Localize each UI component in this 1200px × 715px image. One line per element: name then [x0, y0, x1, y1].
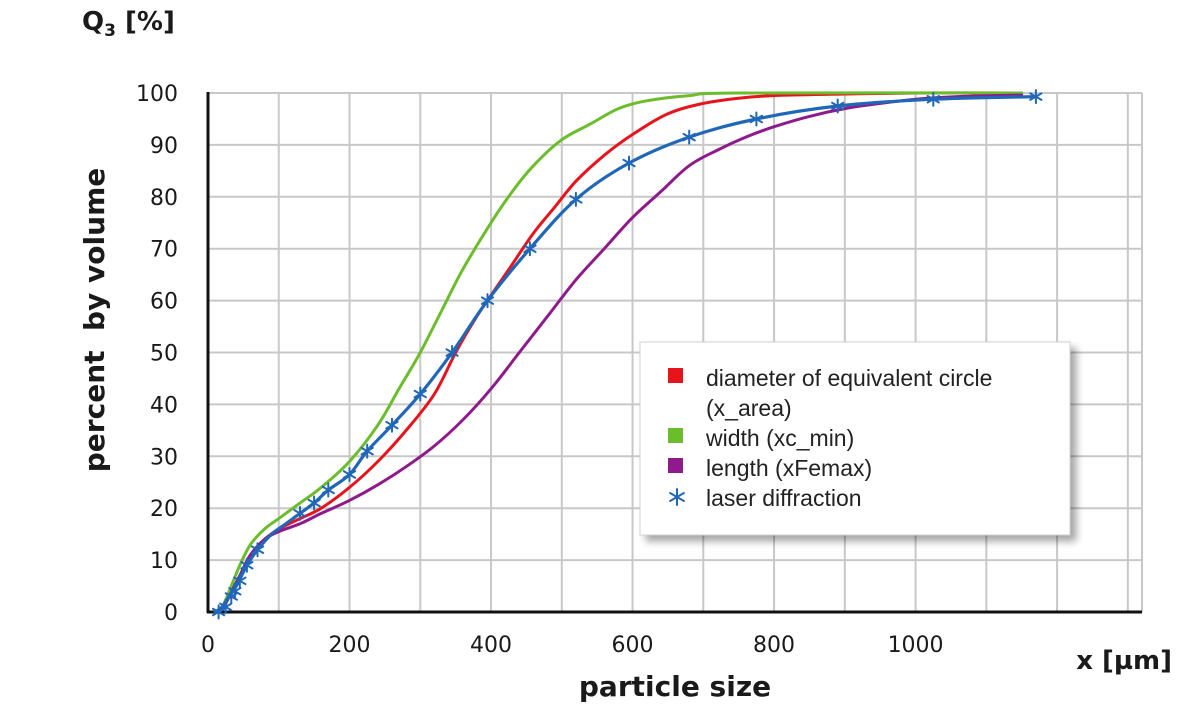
data-point-marker	[219, 599, 233, 615]
legend-swatch	[668, 458, 683, 473]
data-point-marker	[413, 386, 427, 402]
data-point-marker	[233, 573, 247, 589]
data-point-marker	[360, 443, 374, 459]
data-point-marker	[307, 495, 321, 511]
data-point-marker	[445, 345, 459, 360]
legend-item: diameter of equivalent circle (x_area)	[668, 365, 992, 421]
y-tick-label: 90	[150, 134, 178, 159]
data-point-marker	[749, 111, 763, 127]
x-unit-label: x [µm]	[1076, 646, 1172, 676]
data-point-marker	[480, 293, 495, 309]
series-4-line	[213, 95, 1038, 614]
y-axis-title: percent by volume	[78, 168, 111, 472]
legend-item: laser diffraction	[669, 485, 862, 511]
x-tick-label: 600	[612, 633, 654, 658]
data-point-marker	[831, 98, 845, 114]
legend: diameter of equivalent circle (x_area)wid…	[639, 341, 1071, 536]
data-point-marker	[682, 129, 696, 145]
data-point-marker	[293, 505, 307, 521]
y-tick-label: 50	[150, 342, 178, 367]
y-tick-label: 70	[150, 238, 178, 263]
x-tick-label: 800	[753, 633, 795, 658]
legend-label: laser diffraction	[706, 485, 862, 511]
legend-item: length (xFemax)	[668, 455, 872, 481]
x-tick-labels: 0 200 400 600 800 1000	[201, 633, 944, 658]
series-4	[212, 89, 1043, 620]
data-point-marker	[926, 91, 940, 107]
y-tick-label: 60	[150, 290, 178, 315]
legend-swatch	[668, 368, 683, 383]
y-tick-label: 10	[150, 549, 178, 574]
legend-item: width (xc_min)	[668, 425, 854, 451]
legend-marker	[669, 488, 685, 506]
x-tick-label: 1000	[888, 633, 944, 658]
x-tick-label: 400	[470, 633, 512, 658]
y-tick-label: 80	[150, 186, 178, 211]
data-point-marker	[240, 557, 254, 573]
series-layer	[212, 89, 1043, 620]
legend-label: length (xFemax)	[706, 455, 872, 481]
y-tick-label: 40	[150, 393, 178, 418]
y-unit-main: Q	[82, 7, 104, 37]
y-tick-label: 30	[150, 445, 178, 470]
data-point-marker	[342, 467, 357, 482]
data-point-marker	[385, 417, 399, 433]
x-tick-label: 0	[201, 633, 215, 658]
y-tick-labels: 0 10 20 30 40 50 60 70 80 90 100	[136, 82, 178, 626]
y-tick-label: 0	[164, 601, 178, 626]
x-axis-title: particle size	[579, 670, 771, 703]
legend-label: diameter of equivalent circle	[706, 365, 992, 391]
data-point-marker	[569, 191, 583, 207]
data-point-marker	[250, 542, 265, 558]
data-point-marker	[622, 155, 636, 171]
x-tick-label: 200	[329, 633, 371, 658]
data-point-marker	[321, 482, 335, 498]
y-unit-sub: 3	[104, 21, 116, 41]
y-tick-label: 100	[136, 82, 178, 107]
data-point-marker	[228, 583, 242, 599]
y-unit-label: Q3 [%]	[82, 7, 175, 41]
legend-label: width (xc_min)	[705, 425, 854, 451]
series-2-line	[213, 91, 1024, 614]
y-tick-label: 20	[150, 497, 178, 522]
y-unit-rest: [%]	[116, 7, 175, 37]
data-point-marker	[523, 241, 537, 257]
legend-label: (x_area)	[706, 395, 792, 421]
data-point-marker	[1029, 89, 1043, 105]
legend-items: diameter of equivalent circle (x_area)wid…	[668, 365, 992, 511]
legend-box	[639, 341, 1071, 536]
axes	[206, 92, 1142, 614]
legend-swatch	[668, 428, 683, 443]
series-2	[213, 91, 1024, 614]
